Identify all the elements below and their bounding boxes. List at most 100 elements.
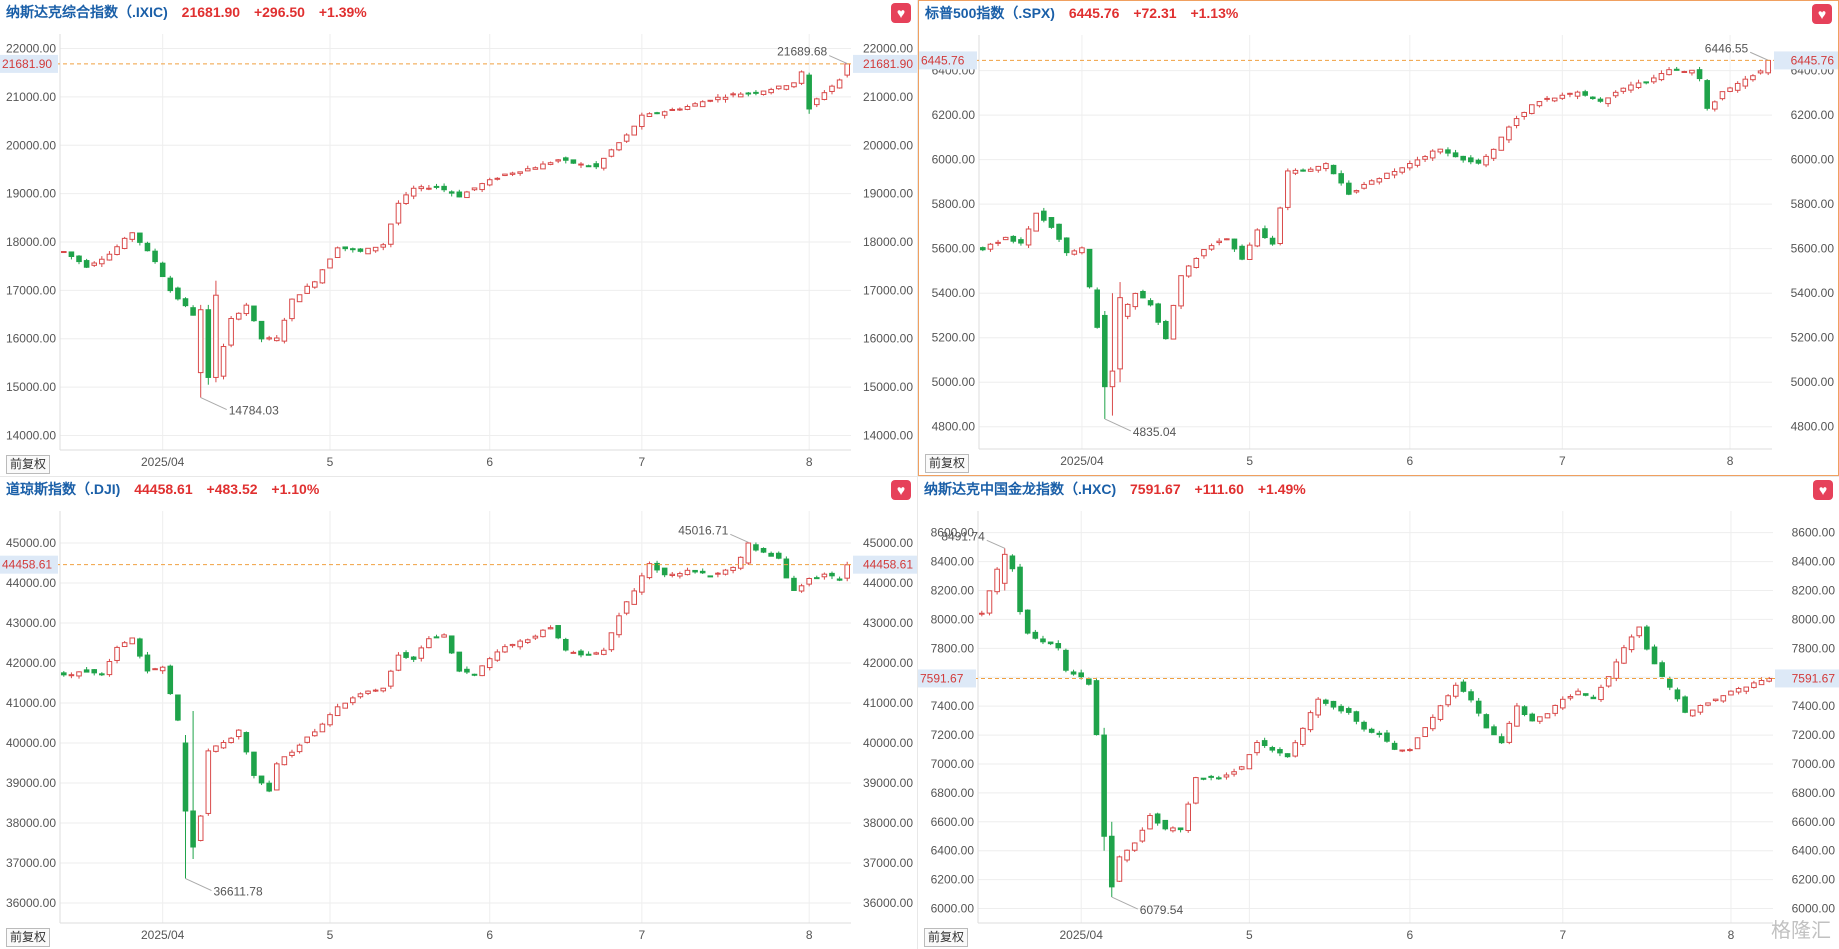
adjust-button[interactable]: 前复权 <box>6 928 51 947</box>
candle <box>129 232 136 242</box>
candle-body <box>1559 698 1566 709</box>
candle <box>228 316 234 348</box>
candle-body <box>1193 777 1199 804</box>
price-tag-right-bg <box>1775 669 1839 688</box>
candle <box>479 182 485 193</box>
favorite-button[interactable]: ♥ <box>891 3 911 23</box>
candle <box>1666 67 1672 76</box>
candle-body <box>1506 126 1512 141</box>
candle-body <box>1376 178 1383 183</box>
candle <box>768 551 774 557</box>
candle-body <box>1742 78 1749 87</box>
candle-body <box>995 241 1001 244</box>
candle-body <box>1582 91 1588 96</box>
vertical-divider <box>917 0 918 949</box>
x-tick-label: 2025/04 <box>1060 454 1104 468</box>
candlestick-chart[interactable]: 36000.00 36000.00 37000.00 37000.00 38000.00… <box>0 501 917 949</box>
watermark: 格隆汇 <box>1771 920 1831 942</box>
candle-body <box>585 165 592 168</box>
panel-header: 纳斯达克综合指数（.IXIC) 21681.90 +296.50 +1.39% <box>6 0 367 24</box>
candle-body <box>692 103 698 107</box>
candle-body <box>654 562 660 571</box>
candle <box>190 305 196 316</box>
candle <box>410 185 417 200</box>
y-tick-label-left: 8400.00 <box>931 555 975 569</box>
candle-body <box>1567 92 1573 95</box>
candle <box>578 649 584 658</box>
chart-panel-hxc[interactable]: 纳斯达克中国金龙指数（.HXC) 7591.67 +111.60 +1.49% … <box>918 477 1839 949</box>
y-tick-label-left: 42000.00 <box>6 656 56 670</box>
candle-body <box>593 652 599 655</box>
candlestick-chart[interactable]: 14000.00 14000.00 15000.00 15000.00 16000.00… <box>0 24 917 476</box>
candle <box>1361 720 1367 732</box>
candle-body <box>578 650 584 656</box>
candle-body <box>1559 94 1566 99</box>
candle-body <box>1674 689 1681 700</box>
favorite-button[interactable]: ♥ <box>1813 480 1833 500</box>
chart-panel-spx[interactable]: 标普500指数（.SPX) 6445.76 +72.31 +1.13% ♥ 48… <box>918 0 1839 476</box>
candle <box>1475 697 1482 717</box>
candle <box>1185 801 1192 833</box>
adjust-button[interactable]: 前复权 <box>925 454 970 473</box>
adjust-button[interactable]: 前复权 <box>924 928 969 947</box>
y-tick-label-left: 8200.00 <box>931 584 975 598</box>
candle <box>1018 237 1024 246</box>
high-label: 8491.74 <box>941 529 985 543</box>
price-tag-right-text: 21681.90 <box>863 57 913 71</box>
candle-body <box>1429 150 1436 159</box>
candle-body <box>1300 169 1306 172</box>
candle <box>1201 249 1207 259</box>
candle <box>1315 165 1322 173</box>
candle-body <box>1643 81 1649 84</box>
candle-body <box>76 671 82 677</box>
candle-body <box>616 615 622 636</box>
candle-body <box>205 309 212 378</box>
candle <box>1338 704 1344 714</box>
candlestick-chart[interactable]: 6000.00 6000.00 6200.00 6200.00 6400.00 6400.… <box>918 501 1839 949</box>
candle-body <box>722 96 729 100</box>
candle-body <box>106 661 113 676</box>
candle-body <box>1041 210 1047 221</box>
candle <box>1285 168 1291 211</box>
candle-body <box>1246 244 1253 260</box>
candle-body <box>639 114 645 128</box>
chart-panel-dji[interactable]: 道琼斯指数（.DJI) 44458.61 +483.52 +1.10% ♥ 36… <box>0 477 917 949</box>
candle <box>699 100 706 108</box>
price-tag-right: 6445.76 <box>1774 51 1838 70</box>
candle <box>1612 90 1619 98</box>
x-tick-label: 8 <box>806 928 813 942</box>
candle-body <box>601 649 607 655</box>
candle <box>1033 212 1039 232</box>
candle-body <box>1063 237 1070 254</box>
candle-body <box>555 159 561 162</box>
candle <box>1041 207 1047 223</box>
adjust-button[interactable]: 前复权 <box>6 455 51 474</box>
candle-body <box>1483 714 1490 729</box>
candle-body <box>1612 91 1619 97</box>
candle-body <box>1628 84 1634 91</box>
candle <box>395 652 402 672</box>
favorite-button[interactable]: ♥ <box>1812 4 1832 24</box>
candle-body <box>1521 706 1528 716</box>
candle-body <box>167 277 174 292</box>
y-tick-label-right: 18000.00 <box>863 235 913 249</box>
candle <box>68 672 75 679</box>
candle <box>1262 225 1268 239</box>
candle-body <box>1078 672 1084 678</box>
candlestick-chart[interactable]: 4800.00 4800.00 5000.00 5000.00 5200.00 5200.… <box>919 25 1838 475</box>
candle-body <box>61 672 67 676</box>
candle <box>1200 777 1207 781</box>
candle-body <box>547 162 554 165</box>
candle <box>1506 720 1513 745</box>
candle-body <box>1407 163 1413 169</box>
candle-body <box>1384 172 1390 180</box>
chart-panel-ixic[interactable]: 纳斯达克综合指数（.IXIC) 21681.90 +296.50 +1.39% … <box>0 0 917 476</box>
candle-body <box>441 185 447 191</box>
candle-body <box>646 563 653 579</box>
y-tick-label-left: 45000.00 <box>6 536 56 550</box>
candle <box>441 183 447 193</box>
favorite-button[interactable]: ♥ <box>891 480 911 500</box>
candle <box>258 775 265 786</box>
candle <box>1086 248 1093 289</box>
candle-body <box>1491 726 1497 736</box>
